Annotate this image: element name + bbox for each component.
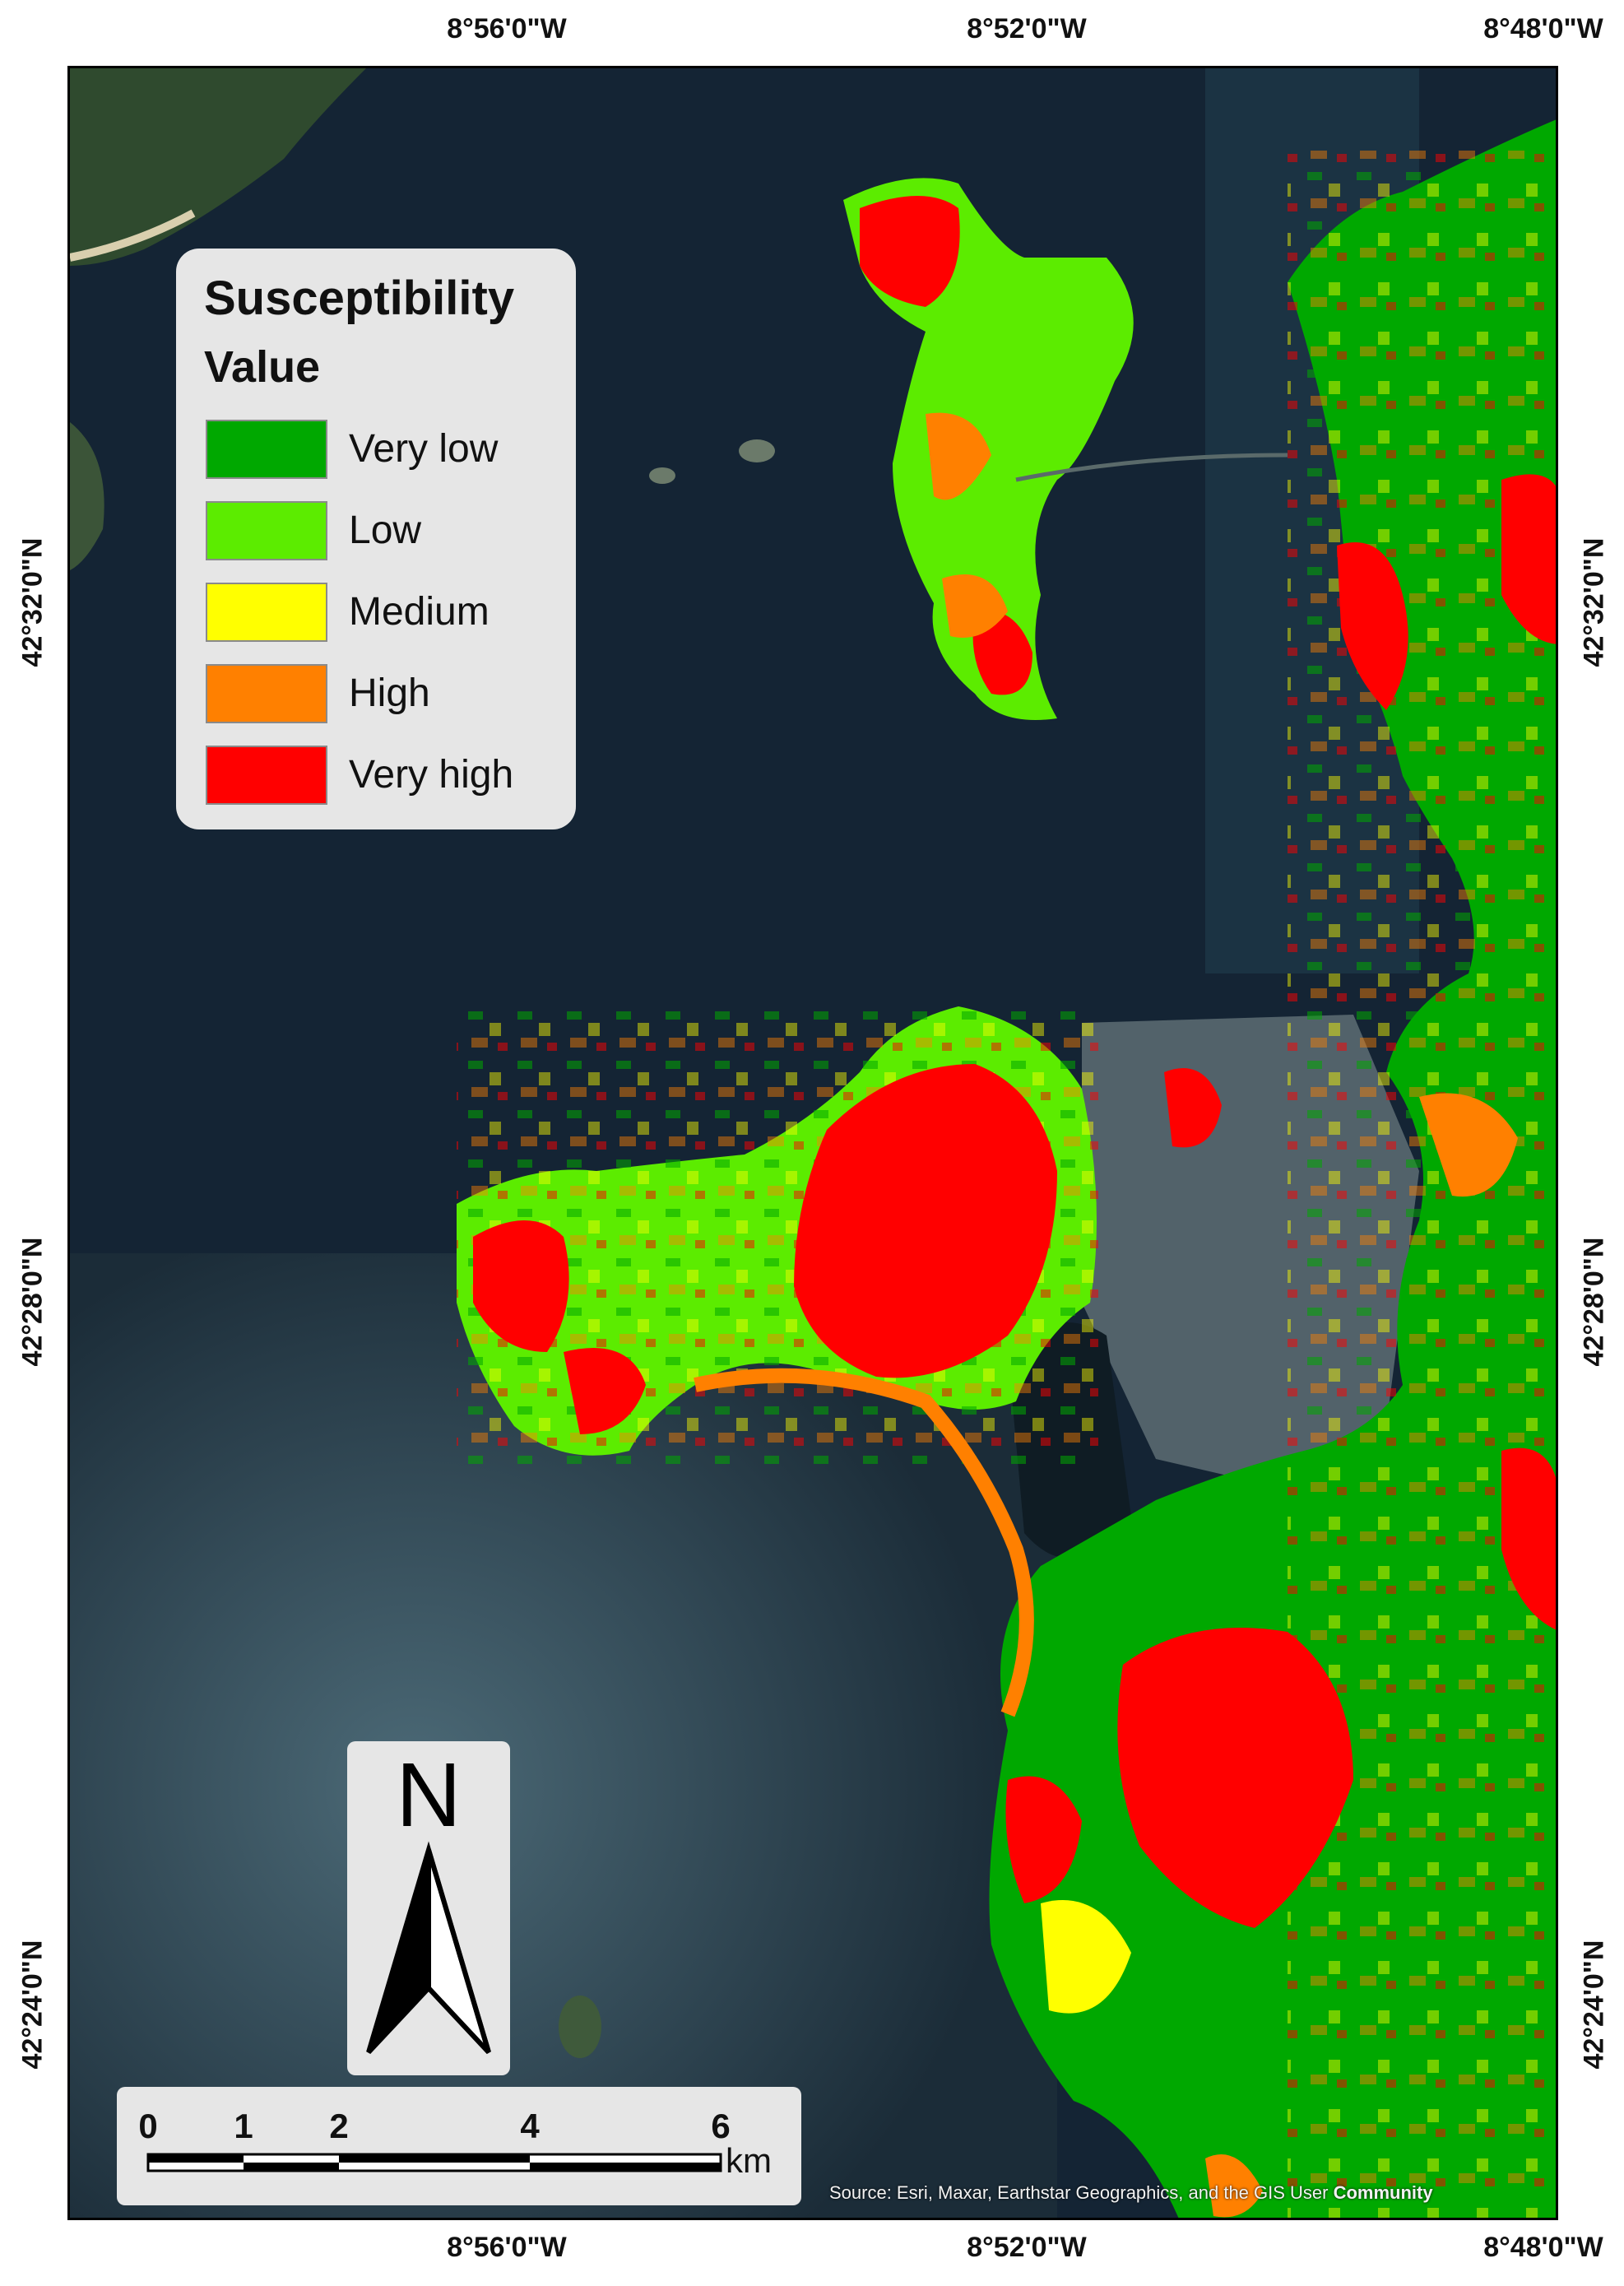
legend-swatch (206, 500, 327, 560)
legend-rows: Very low Low Medium High Very high (194, 408, 558, 815)
graticule-label-right-3: 42°24'0"N (1578, 1940, 1610, 2070)
east-orange-zone (1419, 1093, 1518, 1197)
graticule-label-top-3: 8°48'0"W (1483, 13, 1603, 44)
graticule-label-bottom-1: 8°56'0"W (447, 2232, 567, 2263)
scale-bar: 0 1 2 4 6 km (117, 2087, 801, 2205)
islet (559, 1996, 601, 2058)
legend-item-low: Low (194, 490, 558, 571)
map-canvas (70, 68, 1556, 2218)
northern-peninsula-orange (926, 412, 991, 500)
graticule-label-bottom-2: 8°52'0"W (967, 2232, 1087, 2263)
legend-item-high: High (194, 653, 558, 734)
attribution-bold: Community (1333, 2182, 1433, 2203)
legend-item-very-high: Very high (194, 734, 558, 815)
legend-item-very-low: Very low (194, 408, 558, 490)
legend-swatch (206, 582, 327, 642)
north-letter: N (396, 1745, 462, 1846)
attribution-text: Source: Esri, Maxar, Earthstar Geographi… (829, 2182, 1329, 2203)
graticule-label-left-2: 42°28'0"N (16, 1237, 49, 1367)
scale-label: 2 (329, 2107, 349, 2145)
south-orange-tip (1205, 2154, 1263, 2218)
north-arrow-icon (366, 1841, 491, 2055)
islet (649, 467, 675, 484)
graticule-label-right-1: 42°32'0"N (1578, 537, 1610, 667)
legend-label: Low (349, 509, 422, 552)
legend-label: Very high (349, 753, 514, 797)
legend-label: High (349, 671, 430, 715)
northern-peninsula-red-1 (860, 196, 960, 307)
east-red-zone-2 (1501, 474, 1556, 644)
legend-item-medium: Medium (194, 571, 558, 653)
graticule-label-right-2: 42°28'0"N (1578, 1237, 1610, 1367)
legend-title: Susceptibility (204, 272, 515, 325)
southern-peninsula-red-core (794, 1064, 1057, 1378)
south-red-core (1117, 1628, 1353, 1928)
graticule-label-top-2: 8°52'0"W (967, 13, 1087, 44)
northwest-landmass (70, 68, 366, 266)
legend-label: Medium (349, 590, 490, 634)
legend: Susceptibility Value Very low Low Medium… (176, 249, 576, 829)
east-red-zone-1 (1337, 542, 1408, 710)
northwest-beach (70, 209, 196, 262)
islet (739, 439, 775, 462)
north-arrow: N (347, 1741, 510, 2075)
islet-red (1164, 1068, 1222, 1148)
scale-bar-graphic (146, 2153, 722, 2172)
scale-label: 0 (138, 2107, 158, 2145)
graticule-label-left-1: 42°32'0"N (16, 537, 49, 667)
legend-label: Very low (349, 427, 499, 471)
graticule-label-left-3: 42°24'0"N (16, 1940, 49, 2070)
scale-label: 4 (520, 2107, 540, 2145)
scale-label: 6 (711, 2107, 731, 2145)
scale-unit: km (726, 2141, 772, 2180)
bridge (1015, 453, 1288, 482)
legend-swatch (206, 663, 327, 723)
south-red-west (1005, 1776, 1082, 1903)
legend-swatch (206, 745, 327, 805)
map-frame[interactable] (67, 66, 1558, 2220)
northern-peninsula-lower (942, 574, 1008, 638)
southern-peninsula-red-tip (564, 1348, 646, 1434)
west-headland (70, 422, 104, 570)
southern-peninsula-red-west (473, 1220, 569, 1352)
legend-swatch (206, 419, 327, 479)
attribution: Source: Esri, Maxar, Earthstar Geographi… (829, 2182, 1433, 2204)
beach-strip (694, 1368, 1034, 1717)
graticule-label-top-1: 8°56'0"W (447, 13, 567, 44)
scale-label: 1 (234, 2107, 253, 2145)
northern-peninsula-red-2 (972, 610, 1032, 695)
east-red-zone-3 (1501, 1447, 1556, 1630)
south-yellow-patch (1041, 1900, 1131, 2014)
eastern-mainland-texture (1288, 151, 1556, 2218)
legend-subtitle: Value (204, 342, 321, 392)
graticule-label-bottom-3: 8°48'0"W (1483, 2232, 1603, 2263)
